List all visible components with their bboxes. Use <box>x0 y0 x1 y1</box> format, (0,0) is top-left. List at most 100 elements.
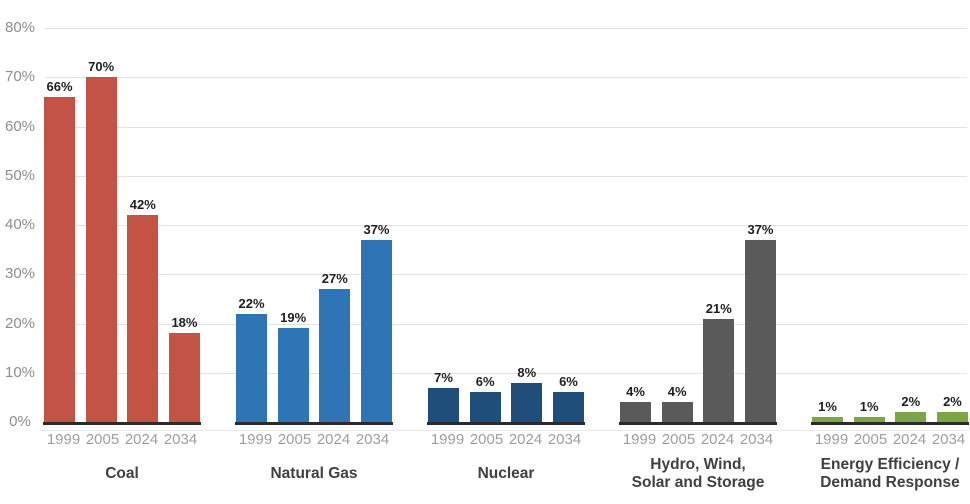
year-label-2024: 2024 <box>700 431 735 448</box>
group-label-natural-gas: Natural Gas <box>221 456 407 483</box>
group-label-line: Natural Gas <box>270 465 358 482</box>
bar-value-label: 4% <box>667 384 687 400</box>
group-label-line: Hydro, Wind, <box>650 456 746 473</box>
bar-energy-efficiency-demand-response-2034: 2% <box>936 394 968 422</box>
group-label-line: Solar and Storage <box>631 474 765 491</box>
bar-energy-efficiency-demand-response-1999: 1% <box>812 399 843 422</box>
year-labels: 1999 2005 2024 2034 <box>44 431 200 448</box>
bar-value-label: 4% <box>626 384 645 400</box>
year-label-2024: 2024 <box>316 431 351 448</box>
year-label-1999: 1999 <box>814 431 849 448</box>
gridline-60 <box>45 126 967 128</box>
bar-value-label: 2% <box>901 394 921 410</box>
y-tick-label-0: 0% <box>9 413 31 430</box>
bar-hydro-wind-solar-and-storage-2034: 37% <box>744 222 776 422</box>
year-label-2024: 2024 <box>124 431 159 448</box>
year-label-1999: 1999 <box>238 431 273 448</box>
bar-value-label: 27% <box>321 271 348 287</box>
year-label-1999: 1999 <box>622 431 657 448</box>
bar-group-nuclear: 7% 6% 8% 6% 1999 2005 2024 2034 Nuclear <box>427 0 585 504</box>
bars-natural-gas: 22% 19% 27% 37% <box>236 222 392 422</box>
year-label-2034: 2034 <box>931 431 966 448</box>
bar-group-natural-gas: 22% 19% 27% 37% 1999 2005 2024 2034 Natural Gas <box>235 0 393 504</box>
bar-value-label: 70% <box>88 59 115 75</box>
bar-hydro-wind-solar-and-storage-2024: 21% <box>703 301 735 422</box>
year-label-2024: 2024 <box>892 431 927 448</box>
bar-natural-gas-2005: 19% <box>277 310 309 422</box>
bar-value-label: 1% <box>818 399 837 415</box>
bar-group-hydro-wind-solar-and-storage: 4% 4% 21% 37% 1999 2005 2024 2034 Hydro, Wind, So… <box>619 0 777 504</box>
bar-hydro-wind-solar-and-storage-2005: 4% <box>661 384 693 422</box>
year-label-2024: 2024 <box>508 431 543 448</box>
y-tick-label-10: 10% <box>4 363 36 381</box>
x-axis-baseline <box>43 422 201 425</box>
y-tick-label-80: 80% <box>4 19 36 36</box>
year-labels: 1999 2005 2024 2034 <box>428 431 584 448</box>
group-label-line: Demand Response <box>820 474 960 491</box>
year-label-2034: 2034 <box>355 431 390 448</box>
year-label-2034: 2034 <box>739 431 774 448</box>
y-tick-label-60: 60% <box>4 117 36 135</box>
bar-value-label: 37% <box>747 221 774 237</box>
bars-hydro-wind-solar-and-storage: 4% 4% 21% 37% <box>620 222 776 422</box>
bar-value-label: 2% <box>943 394 962 410</box>
x-axis-baseline <box>619 422 777 425</box>
year-labels: 1999 2005 2024 2034 <box>812 431 968 448</box>
group-label-nuclear: Nuclear <box>413 456 599 483</box>
year-label-2005: 2005 <box>277 431 312 448</box>
bar-value-label: 8% <box>517 364 537 380</box>
gridline-70 <box>45 77 967 79</box>
gridline-10 <box>45 372 967 374</box>
year-label-2005: 2005 <box>85 431 120 448</box>
bar-nuclear-2024: 8% <box>511 365 543 422</box>
bar-nuclear-2005: 6% <box>469 374 501 422</box>
y-tick-label-50: 50% <box>4 166 36 184</box>
bar-value-label: 42% <box>129 197 156 213</box>
x-axis-baseline <box>427 422 585 425</box>
year-label-2034: 2034 <box>547 431 582 448</box>
gridline-40 <box>45 225 967 226</box>
bar-value-label: 37% <box>363 221 390 237</box>
year-labels: 1999 2005 2024 2034 <box>236 431 392 448</box>
group-label-line: Energy Efficiency / <box>820 456 960 473</box>
bars-coal: 66% 70% 42% 18% <box>44 59 200 422</box>
bar-coal-2024: 42% <box>127 197 159 422</box>
bar-natural-gas-1999: 22% <box>236 296 267 422</box>
y-tick-label-30: 30% <box>4 265 36 283</box>
y-tick-label-70: 70% <box>4 68 36 86</box>
zero-gridline <box>42 430 967 431</box>
bar-value-label: 1% <box>859 399 879 415</box>
bar-value-label: 19% <box>280 310 307 326</box>
y-tick-label-40: 40% <box>4 216 36 233</box>
bar-value-label: 21% <box>705 300 732 316</box>
bar-value-label: 6% <box>475 374 495 390</box>
gridline-20 <box>45 323 967 325</box>
year-label-1999: 1999 <box>46 431 81 448</box>
year-labels: 1999 2005 2024 2034 <box>620 431 776 448</box>
bar-coal-2034: 18% <box>168 315 200 422</box>
gridline-30 <box>45 274 967 276</box>
bar-value-label: 18% <box>171 315 198 331</box>
year-label-2005: 2005 <box>661 431 696 448</box>
bars-energy-efficiency-demand-response: 1% 1% 2% 2% <box>812 394 968 422</box>
year-label-1999: 1999 <box>430 431 465 448</box>
bar-value-label: 66% <box>46 78 73 94</box>
group-label-coal: Coal <box>29 456 215 483</box>
bars-nuclear: 7% 6% 8% 6% <box>428 365 584 422</box>
bar-nuclear-1999: 7% <box>428 370 459 422</box>
bar-value-label: 22% <box>238 295 265 311</box>
bar-nuclear-2034: 6% <box>552 374 584 422</box>
year-label-2005: 2005 <box>853 431 888 448</box>
group-label-energy-efficiency-demand-response: Energy Efficiency / Demand Response <box>797 456 970 492</box>
bar-energy-efficiency-demand-response-2024: 2% <box>895 394 927 422</box>
bar-group-energy-efficiency-demand-response: 1% 1% 2% 2% 1999 2005 2024 2034 Energy Efficienc… <box>811 0 969 504</box>
bar-group-coal: 66% 70% 42% 18% 1999 2005 2024 2034 Coal <box>43 0 201 504</box>
gridline-50 <box>45 175 967 177</box>
group-label-hydro-wind-solar-and-storage: Hydro, Wind, Solar and Storage <box>605 456 791 492</box>
y-tick-label-20: 20% <box>4 314 36 332</box>
x-axis-baseline <box>811 422 969 425</box>
group-label-line: Nuclear <box>477 465 535 482</box>
gridline-80 <box>45 28 967 29</box>
bar-hydro-wind-solar-and-storage-1999: 4% <box>620 384 651 422</box>
